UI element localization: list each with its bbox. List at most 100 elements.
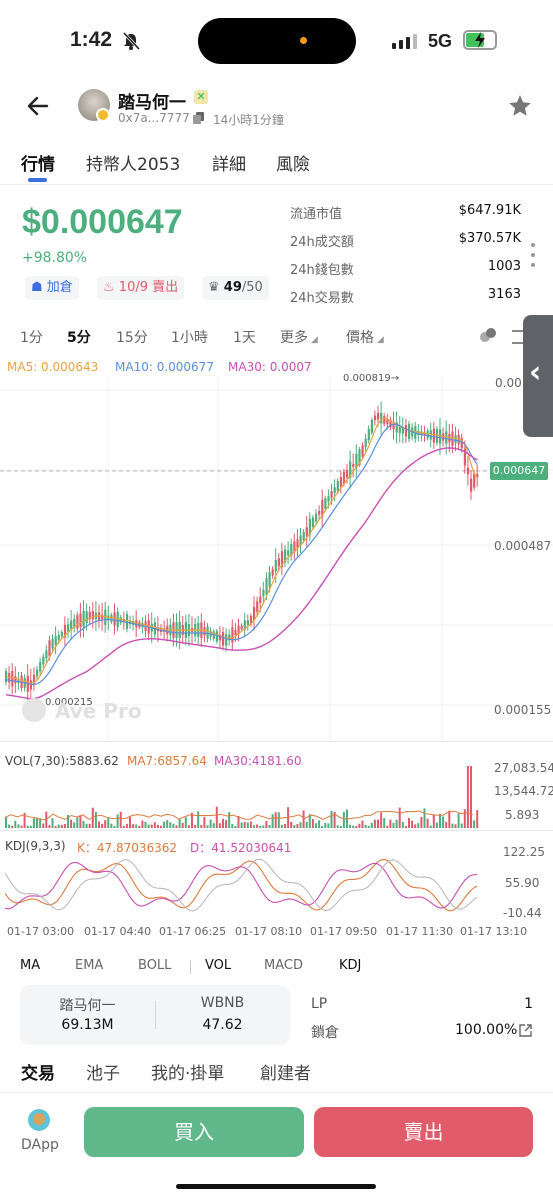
price-change: +98.80%: [22, 250, 88, 266]
volume-bar: [296, 824, 299, 828]
candle: [296, 539, 299, 548]
indicator-vol[interactable]: VOL: [205, 958, 232, 973]
volume-bar: [178, 818, 181, 828]
price-type-select[interactable]: 價格 ◢: [346, 327, 384, 347]
candle: [470, 478, 473, 492]
volume-bar: [163, 821, 166, 828]
token-address[interactable]: 0x7a...7777: [118, 111, 190, 125]
candle: [389, 419, 392, 428]
volume-bar: [237, 815, 240, 828]
timeframe-1h[interactable]: 1小時: [171, 330, 208, 346]
tab-risk[interactable]: 風險: [276, 155, 310, 175]
tab-trades[interactable]: 交易: [21, 1064, 55, 1084]
indicator-kdj[interactable]: KDJ: [339, 958, 362, 973]
star-icon[interactable]: [507, 93, 533, 119]
candle: [277, 558, 280, 567]
candle: [336, 481, 339, 492]
tab-market[interactable]: 行情: [21, 155, 55, 175]
candle: [107, 615, 110, 621]
timeframe-15m[interactable]: 15分: [116, 330, 148, 346]
volume-bar: [156, 824, 159, 828]
volume-bar: [144, 821, 147, 828]
tab-holders[interactable]: 持幣人2053: [86, 155, 181, 175]
candlestick-chart[interactable]: [0, 375, 553, 740]
candle: [116, 611, 119, 628]
side-drawer-handle[interactable]: ‹: [523, 315, 553, 437]
tab-pools[interactable]: 池子: [86, 1064, 120, 1084]
volume-bar: [395, 819, 398, 828]
dapp-label[interactable]: DApp: [21, 1137, 59, 1153]
copy-icon[interactable]: [193, 112, 204, 124]
candle: [308, 518, 311, 535]
indicator-ma[interactable]: MA: [20, 958, 41, 973]
volume-bar: [191, 812, 193, 828]
privacy-dot: [300, 37, 307, 44]
back-arrow-icon[interactable]: [26, 94, 50, 118]
timeframe-more[interactable]: 更多 ◢: [280, 327, 318, 347]
timeframe-1d[interactable]: 1天: [233, 330, 256, 346]
lock-label: 鎖倉: [311, 1025, 339, 1041]
candle: [243, 620, 246, 630]
indicator-boll[interactable]: BOLL: [138, 958, 172, 973]
time-axis-label: 01-17 09:50: [310, 925, 378, 938]
volume-bar: [417, 823, 420, 828]
volume-bar: [94, 811, 97, 828]
volume-bar: [383, 818, 386, 828]
candle: [262, 589, 265, 597]
candle: [274, 560, 277, 572]
volume-bar: [243, 821, 246, 828]
more-vertical-icon[interactable]: [531, 243, 535, 267]
holders-pill[interactable]: ♛ 49/50: [202, 276, 269, 300]
external-link-icon[interactable]: [519, 1024, 532, 1037]
sell-button[interactable]: 賣出: [314, 1107, 533, 1157]
volume-chart: [4, 766, 479, 828]
volume-bar: [147, 824, 150, 828]
candle: [82, 610, 85, 627]
volume-bar: [380, 812, 383, 828]
buy-button[interactable]: 買入: [84, 1107, 304, 1157]
tab-my-orders[interactable]: 我的·掛單: [151, 1064, 225, 1084]
candle: [420, 431, 423, 436]
timeframe-5m[interactable]: 5分: [67, 330, 91, 346]
volume-bar: [386, 825, 389, 828]
volume-bar: [460, 823, 463, 828]
volume-bar: [194, 824, 197, 828]
volume-bar: [448, 810, 451, 828]
volume-bar: [76, 817, 79, 828]
lp-label: LP: [311, 996, 328, 1012]
volume-bar: [249, 821, 252, 828]
settings-circles-icon[interactable]: [478, 326, 498, 346]
network-type: 5G: [428, 31, 453, 51]
candle: [454, 435, 457, 443]
candle: [327, 496, 330, 502]
candle: [125, 614, 129, 629]
candle: [439, 429, 442, 444]
volume-bar: [225, 820, 228, 828]
candle: [380, 412, 383, 424]
volume-bar: [26, 825, 29, 828]
candle: [284, 549, 287, 563]
kdj-title: KDJ(9,3,3): [5, 839, 66, 853]
candle: [246, 620, 249, 625]
candle: [14, 676, 17, 684]
candle: [280, 551, 284, 568]
candle: [57, 634, 60, 640]
volume-bar: [476, 810, 479, 828]
timeframe-1m[interactable]: 1分: [20, 330, 43, 346]
add-position-pill[interactable]: ☗ 加倉: [25, 276, 79, 300]
lp-value: 1: [524, 996, 533, 1012]
volume-bar: [5, 816, 7, 828]
volume-bar: [184, 817, 187, 828]
candle: [113, 612, 116, 626]
tab-creator[interactable]: 創建者: [260, 1064, 311, 1084]
indicator-ema[interactable]: EMA: [75, 958, 104, 973]
volume-bar: [215, 806, 218, 828]
indicator-macd[interactable]: MACD: [264, 958, 303, 973]
menu-icon[interactable]: [512, 330, 528, 344]
candle: [429, 430, 432, 440]
volume-bar: [45, 811, 48, 828]
volume-bar: [256, 824, 259, 828]
dapp-icon[interactable]: [28, 1109, 50, 1131]
buy-sell-pill[interactable]: ♨ 10/9 賣出: [97, 276, 185, 300]
tab-details[interactable]: 詳細: [212, 155, 246, 175]
